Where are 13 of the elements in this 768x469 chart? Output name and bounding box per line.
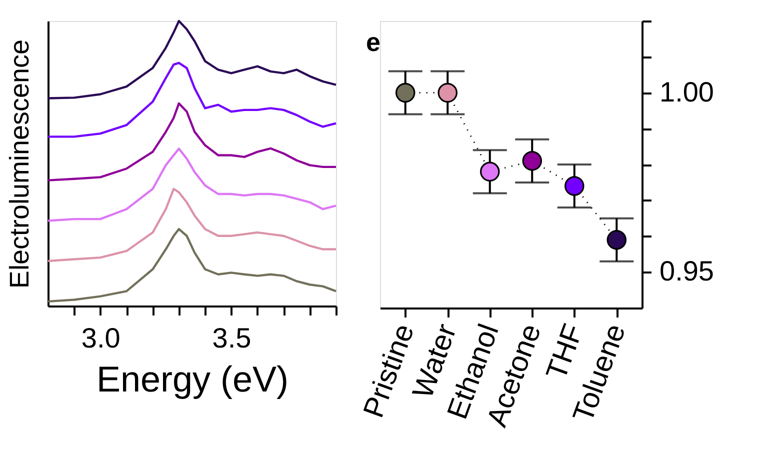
point [395, 82, 416, 103]
x-axis-title: Energy (eV) [96, 358, 289, 400]
y-tick-label: 0.95 [660, 256, 714, 287]
point [438, 82, 458, 103]
x-tick-label: 3.5 [212, 322, 252, 354]
y-tick-label: 1.00 [660, 76, 714, 108]
point [522, 151, 542, 171]
point [480, 162, 500, 182]
point [564, 176, 584, 196]
text: e [366, 27, 380, 57]
x-tick-label: 3.0 [81, 322, 120, 354]
point [606, 230, 627, 250]
y-axis-title: Electroluminescence [4, 39, 34, 289]
